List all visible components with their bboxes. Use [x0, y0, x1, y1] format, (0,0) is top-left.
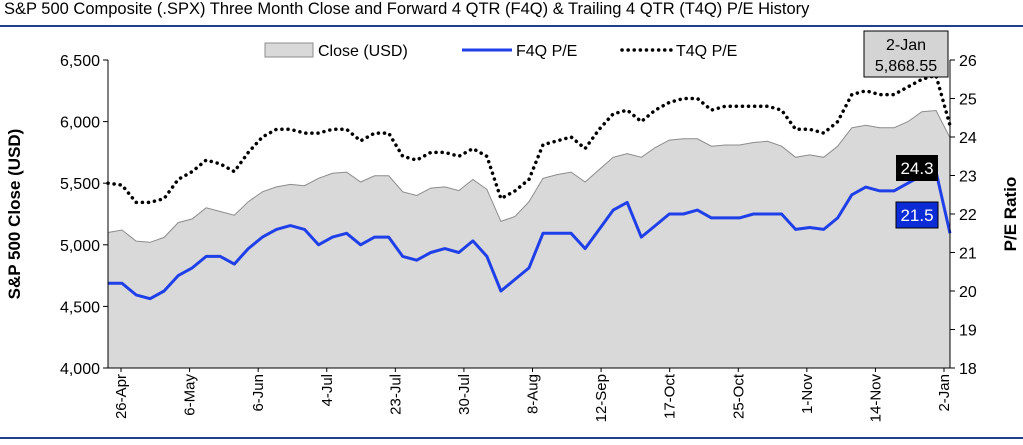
x-tick-label: 6-May: [182, 374, 199, 416]
t4q-callout-value: 24.3: [900, 159, 933, 178]
y2-axis-title: P/E Ratio: [1001, 177, 1020, 252]
bottom-divider: [0, 437, 1023, 439]
y2-tick-label: 18: [959, 361, 977, 378]
y-tick-label: 4,000: [60, 361, 100, 378]
x-tick-label: 12-Sep: [593, 374, 610, 422]
y-tick-label: 6,000: [60, 115, 100, 132]
close-callout-value: 5,868.55: [875, 58, 937, 75]
chart-title: S&P 500 Composite (.SPX) Three Month Clo…: [4, 0, 810, 18]
close-callout-box: [863, 30, 949, 78]
y2-tick-label: 26: [959, 53, 977, 70]
legend-f4q-label: F4Q P/E: [516, 43, 577, 60]
y2-tick-label: 22: [959, 207, 977, 224]
x-tick-label: 1-Nov: [799, 374, 816, 415]
close-area: [108, 110, 950, 368]
x-tick-label: 25-Oct: [730, 373, 747, 419]
y2-tick-label: 21: [959, 246, 977, 263]
title-divider: [0, 25, 1023, 27]
close-callout-date: 2-Jan: [886, 37, 926, 54]
y2-tick-label: 23: [959, 169, 977, 186]
y-tick-label: 4,500: [60, 299, 100, 316]
y-tick-label: 5,000: [60, 238, 100, 255]
legend-close-swatch: [264, 42, 314, 58]
y-tick-label: 5,500: [60, 176, 100, 193]
legend-close-label: Close (USD): [318, 43, 408, 60]
f4q-callout-box: [895, 201, 939, 229]
y2-tick-label: 24: [959, 130, 977, 147]
y2-tick-label: 20: [959, 284, 977, 301]
f4q-callout-value: 21.5: [900, 206, 933, 225]
y-axis-title: S&P 500 Close (USD): [5, 129, 24, 300]
x-tick-label: 26-Apr: [113, 374, 130, 419]
legend-t4q-label: T4Q P/E: [676, 43, 737, 60]
y2-tick-label: 25: [959, 92, 977, 109]
x-tick-label: 14-Nov: [867, 374, 884, 423]
x-tick-label: 8-Aug: [525, 374, 542, 414]
x-tick-label: 2-Jan: [936, 374, 953, 412]
x-tick-label: 6-Jun: [250, 374, 267, 412]
x-tick-label: 17-Oct: [662, 373, 679, 419]
f4q-line: [108, 170, 952, 301]
close-outline: [107, 109, 951, 243]
x-tick-label: 23-Jul: [387, 374, 404, 415]
x-tick-label: 4-Jul: [319, 374, 336, 407]
t4q-line: [106, 73, 952, 205]
x-tick-label: 30-Jul: [456, 374, 473, 415]
t4q-callout-box: [896, 155, 938, 181]
y-tick-label: 6,500: [60, 53, 100, 70]
y2-tick-label: 19: [959, 323, 977, 340]
